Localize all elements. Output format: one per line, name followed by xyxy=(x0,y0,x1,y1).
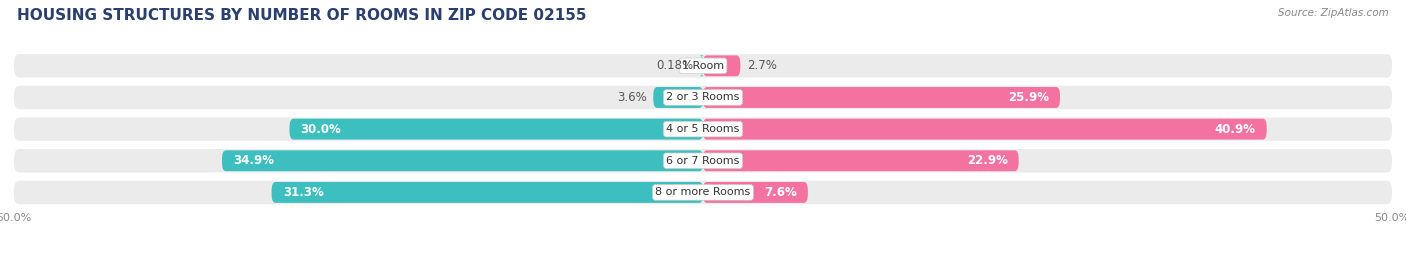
Legend: Owner-occupied, Renter-occupied: Owner-occupied, Renter-occupied xyxy=(569,264,837,269)
Text: 7.6%: 7.6% xyxy=(763,186,797,199)
Text: Source: ZipAtlas.com: Source: ZipAtlas.com xyxy=(1278,8,1389,18)
Text: 25.9%: 25.9% xyxy=(1008,91,1049,104)
Text: 1 Room: 1 Room xyxy=(682,61,724,71)
FancyBboxPatch shape xyxy=(14,181,1392,204)
FancyBboxPatch shape xyxy=(271,182,703,203)
FancyBboxPatch shape xyxy=(703,119,1267,140)
FancyBboxPatch shape xyxy=(14,117,1392,141)
FancyBboxPatch shape xyxy=(14,54,1392,77)
FancyBboxPatch shape xyxy=(703,87,1060,108)
FancyBboxPatch shape xyxy=(222,150,703,171)
Text: 30.0%: 30.0% xyxy=(301,123,342,136)
Text: 0.18%: 0.18% xyxy=(657,59,693,72)
Text: 31.3%: 31.3% xyxy=(283,186,323,199)
FancyBboxPatch shape xyxy=(14,86,1392,109)
Text: 2 or 3 Rooms: 2 or 3 Rooms xyxy=(666,93,740,102)
Text: 40.9%: 40.9% xyxy=(1215,123,1256,136)
FancyBboxPatch shape xyxy=(14,149,1392,172)
Text: 8 or more Rooms: 8 or more Rooms xyxy=(655,187,751,197)
Text: 6 or 7 Rooms: 6 or 7 Rooms xyxy=(666,156,740,166)
FancyBboxPatch shape xyxy=(703,182,808,203)
Text: 2.7%: 2.7% xyxy=(747,59,778,72)
FancyBboxPatch shape xyxy=(703,55,741,76)
Text: HOUSING STRUCTURES BY NUMBER OF ROOMS IN ZIP CODE 02155: HOUSING STRUCTURES BY NUMBER OF ROOMS IN… xyxy=(17,8,586,23)
Text: 34.9%: 34.9% xyxy=(233,154,274,167)
FancyBboxPatch shape xyxy=(699,55,704,76)
FancyBboxPatch shape xyxy=(703,150,1019,171)
FancyBboxPatch shape xyxy=(654,87,703,108)
FancyBboxPatch shape xyxy=(290,119,703,140)
Text: 22.9%: 22.9% xyxy=(967,154,1008,167)
Text: 3.6%: 3.6% xyxy=(617,91,647,104)
Text: 4 or 5 Rooms: 4 or 5 Rooms xyxy=(666,124,740,134)
